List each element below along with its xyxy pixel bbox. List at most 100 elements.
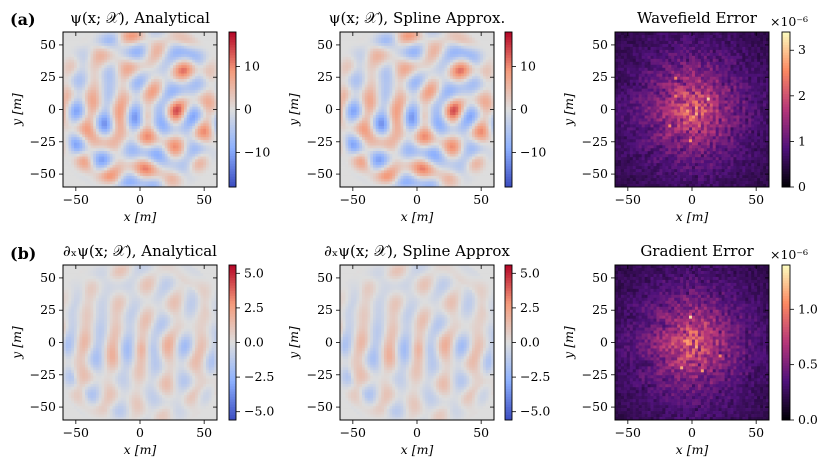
- heatmap-cell: [178, 79, 182, 83]
- heatmap-cell: [65, 178, 69, 182]
- heatmap-cell: [109, 142, 113, 146]
- heatmap-cell: [414, 101, 418, 105]
- heatmap-cell: [118, 73, 122, 77]
- heatmap-cell: [197, 90, 201, 94]
- heatmap-cell: [104, 145, 108, 149]
- heatmap-cell: [348, 109, 352, 113]
- heatmap-cell: [400, 134, 404, 138]
- heatmap-cell: [71, 34, 75, 38]
- heatmap-cell: [189, 79, 193, 83]
- heatmap-cell: [186, 95, 190, 99]
- heatmap-cell: [115, 92, 119, 97]
- heatmap-cell: [384, 34, 388, 38]
- heatmap-cell: [378, 67, 382, 72]
- heatmap-cell: [208, 45, 212, 49]
- heatmap-cell: [101, 173, 105, 177]
- heatmap-cell: [85, 54, 89, 58]
- heatmap-cell: [348, 170, 352, 174]
- heatmap-cell: [96, 43, 100, 47]
- heatmap-cell: [140, 175, 144, 180]
- heatmap-cell: [173, 106, 177, 110]
- heatmap-cell: [76, 32, 80, 36]
- heatmap-cell: [414, 98, 418, 102]
- heatmap-cell: [153, 162, 157, 166]
- heatmap-cell: [342, 145, 346, 149]
- colorbar-tick-label: 0: [244, 102, 252, 117]
- heatmap-cell: [156, 175, 160, 180]
- heatmap-cell: [214, 134, 218, 138]
- heatmap-cell: [85, 156, 89, 160]
- heatmap-cell: [123, 45, 127, 49]
- heatmap-cell: [419, 70, 423, 74]
- heatmap-cell: [170, 70, 174, 74]
- heatmap-cell: [90, 131, 94, 135]
- heatmap-cell: [156, 134, 160, 138]
- heatmap-cell: [96, 126, 100, 130]
- heatmap-cell: [131, 126, 135, 130]
- heatmap-cell: [200, 81, 204, 85]
- heatmap-cell: [74, 95, 78, 99]
- heatmap-cell: [214, 148, 218, 152]
- heatmap-cell: [403, 164, 407, 168]
- heatmap-cell: [156, 178, 160, 182]
- heatmap-cell: [115, 45, 119, 49]
- heatmap-cell: [123, 95, 127, 99]
- heatmap-cell: [159, 178, 163, 182]
- heatmap-cell: [71, 51, 75, 55]
- heatmap-cell: [68, 148, 72, 152]
- heatmap-cell: [422, 153, 426, 157]
- heatmap-cell: [206, 40, 210, 44]
- heatmap-cell: [71, 159, 75, 163]
- heatmap-cell: [181, 148, 185, 152]
- heatmap-cell: [381, 184, 385, 188]
- heatmap-cell: [419, 128, 423, 132]
- heatmap-cell: [140, 164, 144, 168]
- heatmap-cell: [76, 170, 80, 174]
- heatmap-cell: [107, 48, 111, 52]
- heatmap-cell: [112, 112, 116, 116]
- heatmap-cell: [362, 90, 366, 94]
- heatmap-cell: [131, 151, 135, 155]
- heatmap-cell: [189, 101, 193, 105]
- heatmap-cell: [403, 48, 407, 52]
- heatmap-cell: [208, 67, 212, 72]
- heatmap-cell: [173, 76, 177, 80]
- heatmap-cell: [351, 181, 355, 185]
- heatmap-cell: [145, 109, 149, 113]
- heatmap-cell: [148, 95, 152, 99]
- heatmap-cell: [123, 32, 127, 36]
- heatmap-cell: [351, 112, 355, 116]
- heatmap-cell: [397, 134, 401, 138]
- heatmap-cell: [359, 106, 363, 110]
- heatmap-cell: [82, 37, 86, 41]
- heatmap-cell: [359, 148, 363, 152]
- heatmap-cell: [364, 56, 368, 61]
- heatmap-cell: [370, 184, 374, 188]
- heatmap-cell: [351, 139, 355, 144]
- heatmap-cell: [76, 95, 80, 99]
- heatmap-cell: [109, 120, 113, 124]
- heatmap-cell: [140, 148, 144, 152]
- heatmap-cell: [120, 120, 124, 124]
- heatmap-cell: [178, 59, 182, 63]
- heatmap-cell: [96, 145, 100, 149]
- heatmap-cell: [118, 54, 122, 58]
- heatmap-cell: [375, 70, 379, 74]
- heatmap-cell: [85, 126, 89, 130]
- heatmap-cell: [375, 59, 379, 63]
- heatmap-cell: [123, 81, 127, 85]
- heatmap-cell: [65, 56, 69, 61]
- heatmap-cell: [397, 51, 401, 55]
- heatmap-cell: [417, 79, 421, 83]
- heatmap-cell: [203, 164, 207, 168]
- heatmap-cell: [63, 159, 67, 163]
- heatmap-cell: [98, 173, 102, 177]
- heatmap-cell: [145, 120, 149, 124]
- heatmap-cell: [395, 76, 399, 80]
- heatmap-cell: [131, 145, 135, 149]
- colorbar-segment: [229, 99, 236, 103]
- heatmap-cell: [68, 81, 72, 85]
- heatmap-cell: [186, 137, 190, 141]
- heatmap-cell: [342, 101, 346, 105]
- heatmap-cell: [178, 70, 182, 74]
